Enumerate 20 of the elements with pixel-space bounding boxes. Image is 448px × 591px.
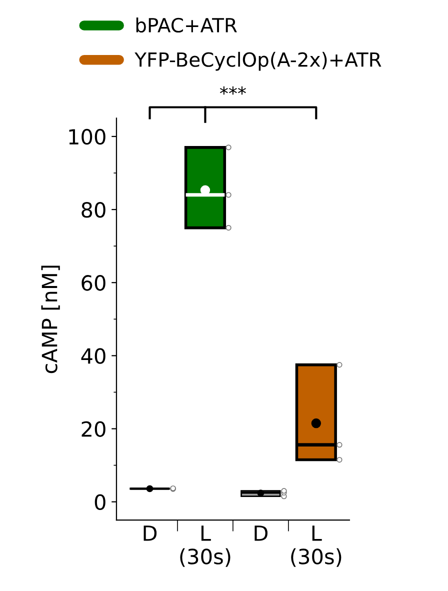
point xyxy=(336,456,342,463)
point xyxy=(226,144,232,150)
y-tick-label: 60 xyxy=(82,275,106,291)
y-tick-label: 100 xyxy=(69,128,106,145)
legend-label: YFP-BeCyclOp(A-2x)+ATR xyxy=(134,52,382,71)
y-tick-label: 80 xyxy=(82,202,106,218)
x-tick-label: D xyxy=(144,526,157,541)
point xyxy=(336,442,342,448)
x-tick-label: L (30s) xyxy=(180,526,230,567)
point xyxy=(226,192,232,198)
x-tick-label: L (30s) xyxy=(291,526,342,567)
y-tick-label: 40 xyxy=(81,348,106,364)
point xyxy=(226,224,232,231)
legend-label: bPAC+ATR xyxy=(136,18,237,33)
y-axis-title: cAMP [nM] xyxy=(41,266,60,374)
x-tick-label: D xyxy=(254,526,268,541)
point xyxy=(336,362,342,368)
y-tick-label: 0 xyxy=(94,494,106,510)
text: *** xyxy=(220,86,246,95)
y-tick-label: 20 xyxy=(82,421,106,437)
